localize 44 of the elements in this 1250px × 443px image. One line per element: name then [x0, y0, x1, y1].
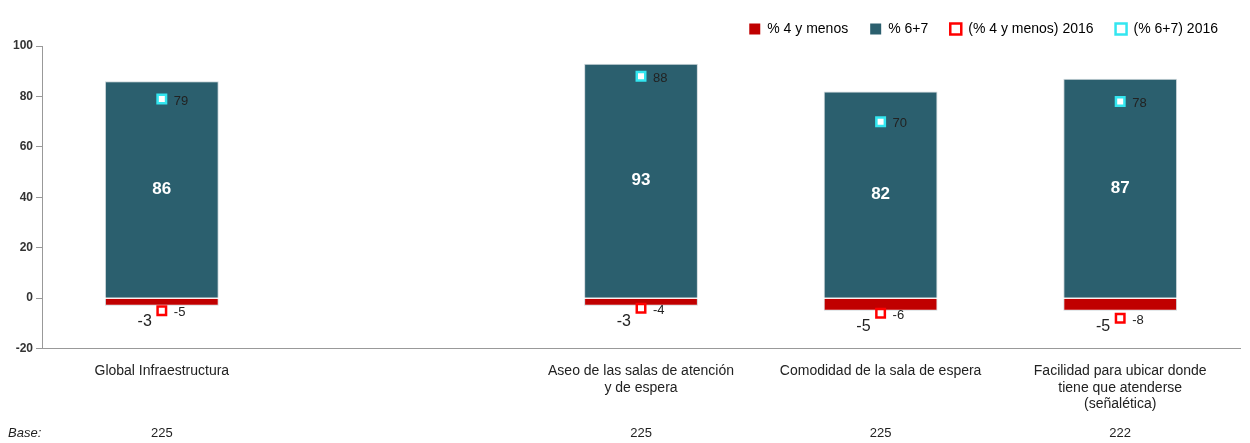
data-label: -5: [1095, 317, 1111, 335]
data-label: 82: [871, 184, 891, 204]
data-label: -5: [856, 317, 871, 335]
data-label: -3: [137, 312, 152, 330]
y-tick-label: 0: [26, 290, 34, 305]
y-tick-label: 20: [19, 240, 34, 255]
y-tick-label: 40: [19, 189, 34, 204]
y-tick-label: 80: [19, 88, 34, 103]
text: 225: [630, 424, 652, 440]
point: [875, 307, 887, 319]
legend-label: (% 6+7) 2016: [1133, 19, 1219, 36]
point: [1114, 95, 1126, 107]
legend-label: (% 4 y menos) 2016: [968, 19, 1094, 36]
x-tick-label: Aseo de las salas de atención y de espera: [548, 361, 735, 395]
legend-label: % 4 y menos: [767, 19, 849, 36]
data-label: 88: [653, 69, 668, 85]
data-label: 93: [631, 170, 651, 190]
data-label: -5: [173, 304, 186, 320]
text: Base:: [8, 424, 42, 440]
point: [156, 305, 168, 317]
x-tick-label: Global Infraestructura: [94, 361, 230, 378]
data-label: 87: [1110, 177, 1130, 197]
legend-label: % 6+7: [888, 19, 929, 36]
data-label: -6: [892, 306, 905, 322]
data-label: -8: [1132, 311, 1144, 327]
point: [1114, 312, 1126, 324]
data-label: 86: [152, 179, 172, 199]
text: 222: [1109, 424, 1132, 440]
data-label: 79: [173, 92, 189, 108]
data-label: -4: [653, 301, 665, 317]
data-label: -3: [616, 312, 632, 330]
point: [635, 302, 647, 314]
x-tick-label: Facilidad para ubicar donde tiene que atenderse (señalética): [1033, 361, 1207, 412]
text: 225: [150, 424, 173, 440]
y-tick-label: -20: [15, 340, 34, 355]
y-tick-label: 60: [19, 139, 34, 154]
data-label: 78: [1132, 95, 1147, 111]
x-tick-label: Comodidad de la sala de espera: [779, 361, 982, 378]
y-tick-label: 100: [12, 38, 34, 53]
point: [875, 116, 887, 128]
point: [156, 93, 168, 105]
text: 225: [869, 424, 892, 440]
data-label: 70: [892, 115, 908, 131]
point: [635, 70, 647, 82]
